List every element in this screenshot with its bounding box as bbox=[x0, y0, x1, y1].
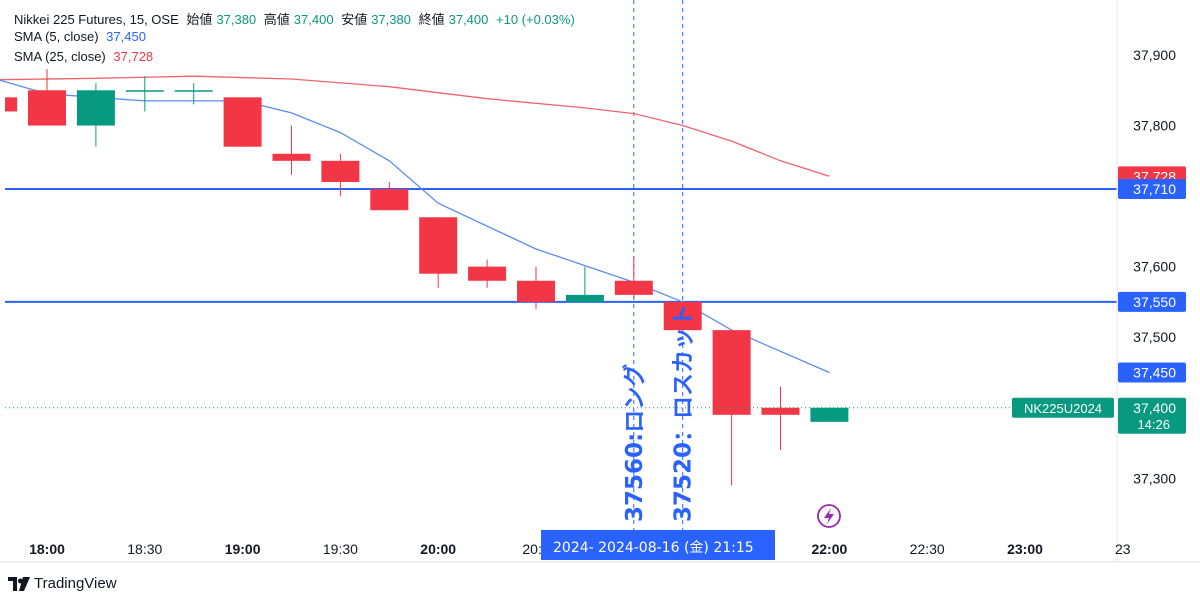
candle-up bbox=[76, 83, 115, 147]
price-axis[interactable]: 37,30037,50037,60037,80037,90037,72837,7… bbox=[1012, 0, 1186, 562]
legend-open-label: 始値 bbox=[186, 12, 213, 27]
candle-body bbox=[810, 407, 849, 422]
price-tick-label: 37,600 bbox=[1133, 259, 1176, 275]
time-tick-label: 19:30 bbox=[323, 541, 358, 557]
candle-body bbox=[174, 90, 213, 92]
last-price-tag-bg bbox=[1118, 397, 1186, 434]
legend-close: 37,400 bbox=[448, 12, 489, 27]
horizontal-lines bbox=[5, 188, 1117, 303]
legend-symbol-row: Nikkei 225 Futures, 15, OSE 始値 37,380 高値 3… bbox=[14, 9, 579, 28]
candle-body bbox=[370, 189, 409, 211]
legend-change: +10 (+0.03%) bbox=[496, 12, 575, 27]
candle-body bbox=[663, 301, 702, 331]
price-tick-label: 37,300 bbox=[1133, 470, 1176, 486]
candle-down bbox=[712, 330, 751, 486]
legend-sma25-label: SMA (25, close) bbox=[14, 49, 106, 64]
legend-sma5-value: 37,450 bbox=[106, 29, 146, 44]
candle-down bbox=[614, 256, 653, 299]
price-tick-label: 37,900 bbox=[1133, 47, 1176, 63]
crosshair-time-bg bbox=[541, 530, 775, 560]
candle-body bbox=[223, 97, 262, 147]
tradingview-logo-icon bbox=[8, 576, 30, 591]
tradingview-logo[interactable]: TradingView bbox=[8, 575, 117, 592]
legend-sma25-row[interactable]: SMA (25, close) 37,728 bbox=[14, 49, 157, 64]
time-tick-label: 22:30 bbox=[910, 541, 945, 557]
time-tick-label: 20:00 bbox=[420, 541, 456, 557]
candle-body bbox=[28, 90, 66, 126]
legend-open: 37,380 bbox=[216, 12, 257, 27]
annotations: 37560:ロング 37520：ロスカット bbox=[621, 304, 697, 522]
time-tick-label: 23:00 bbox=[1007, 541, 1043, 557]
legend-sma25-value: 37,728 bbox=[113, 49, 154, 64]
annotation-text: 37560:ロング bbox=[621, 364, 648, 522]
candle-down bbox=[419, 217, 458, 288]
candle-down bbox=[468, 259, 507, 288]
time-axis[interactable]: 18:00 18:30 19:00 19:30 20:00 20:3 22:00 22:30 2… bbox=[0, 530, 1200, 563]
candle-body bbox=[76, 90, 115, 126]
candle-down bbox=[28, 69, 66, 126]
candle-down bbox=[5, 97, 18, 112]
candle-up bbox=[565, 266, 604, 302]
candle-body bbox=[517, 280, 555, 302]
price-label-sma5: 37,450 bbox=[1133, 364, 1176, 380]
time-tick-label: 22:00 bbox=[811, 541, 847, 557]
crosshair-time-label: 2024- 2024-08-16 (金) 21:15 bbox=[553, 540, 754, 556]
legend-high: 37,400 bbox=[293, 12, 334, 27]
sma5-line bbox=[0, 79, 830, 374]
candle-down bbox=[272, 125, 311, 175]
candle-body bbox=[468, 266, 507, 281]
price-tick-label: 37,500 bbox=[1133, 329, 1176, 345]
lightning-icon[interactable] bbox=[817, 504, 841, 528]
candle-up bbox=[810, 407, 849, 422]
annotation-text: 37520：ロスカット bbox=[671, 304, 697, 522]
candle-body bbox=[321, 160, 360, 182]
sma25-line bbox=[0, 75, 830, 177]
candle-down bbox=[663, 301, 702, 331]
legend-sma5-row[interactable]: SMA (5, close) 37,450 bbox=[14, 29, 150, 44]
candle-down bbox=[321, 153, 360, 197]
price-label-sma5-bg bbox=[1118, 362, 1186, 383]
candle-body bbox=[565, 294, 604, 302]
candle-body bbox=[272, 153, 311, 161]
legend-low-label: 安値 bbox=[341, 12, 368, 27]
candle-body bbox=[761, 407, 800, 415]
sma25-series bbox=[0, 75, 830, 177]
candle-body bbox=[614, 280, 653, 295]
candle-down bbox=[370, 181, 409, 211]
symbol-tag-label: NK225U2024 bbox=[1024, 401, 1102, 416]
legend-symbol: Nikkei 225 Futures, 15, OSE bbox=[14, 12, 179, 27]
legend-high-label: 高値 bbox=[263, 12, 290, 27]
legend-sma5-label: SMA (5, close) bbox=[14, 29, 99, 44]
legend-low: 37,380 bbox=[371, 12, 411, 27]
price-label-hline-bg bbox=[1118, 291, 1186, 312]
price-tick-label: 37,800 bbox=[1133, 118, 1176, 134]
candle-body bbox=[125, 90, 164, 92]
time-tick-label: 18:00 bbox=[29, 541, 65, 557]
sma5-series bbox=[0, 79, 830, 374]
brand-name: TradingView bbox=[34, 575, 117, 592]
price-label-hline: 37,710 bbox=[1133, 181, 1176, 197]
candle-up bbox=[174, 83, 213, 105]
time-tick-label: 19:00 bbox=[225, 541, 261, 557]
symbol-tag-bg bbox=[1012, 397, 1114, 418]
candle-body bbox=[712, 330, 751, 415]
candle-down bbox=[223, 97, 262, 147]
candle-down bbox=[517, 266, 555, 309]
time-tick-label: 23 bbox=[1115, 541, 1131, 557]
candle-up bbox=[125, 76, 164, 112]
last-price-label: 37,400 bbox=[1133, 400, 1176, 416]
candle-body bbox=[419, 217, 458, 274]
candle-down bbox=[761, 386, 800, 451]
candle-body bbox=[5, 97, 18, 112]
price-label-hline: 37,550 bbox=[1133, 294, 1176, 310]
candlestick-series bbox=[5, 69, 849, 486]
legend-close-label: 終値 bbox=[418, 12, 445, 27]
time-tick-label: 18:30 bbox=[127, 541, 162, 557]
countdown-label: 14:26 bbox=[1137, 417, 1170, 432]
price-label-hline-bg bbox=[1118, 179, 1186, 200]
